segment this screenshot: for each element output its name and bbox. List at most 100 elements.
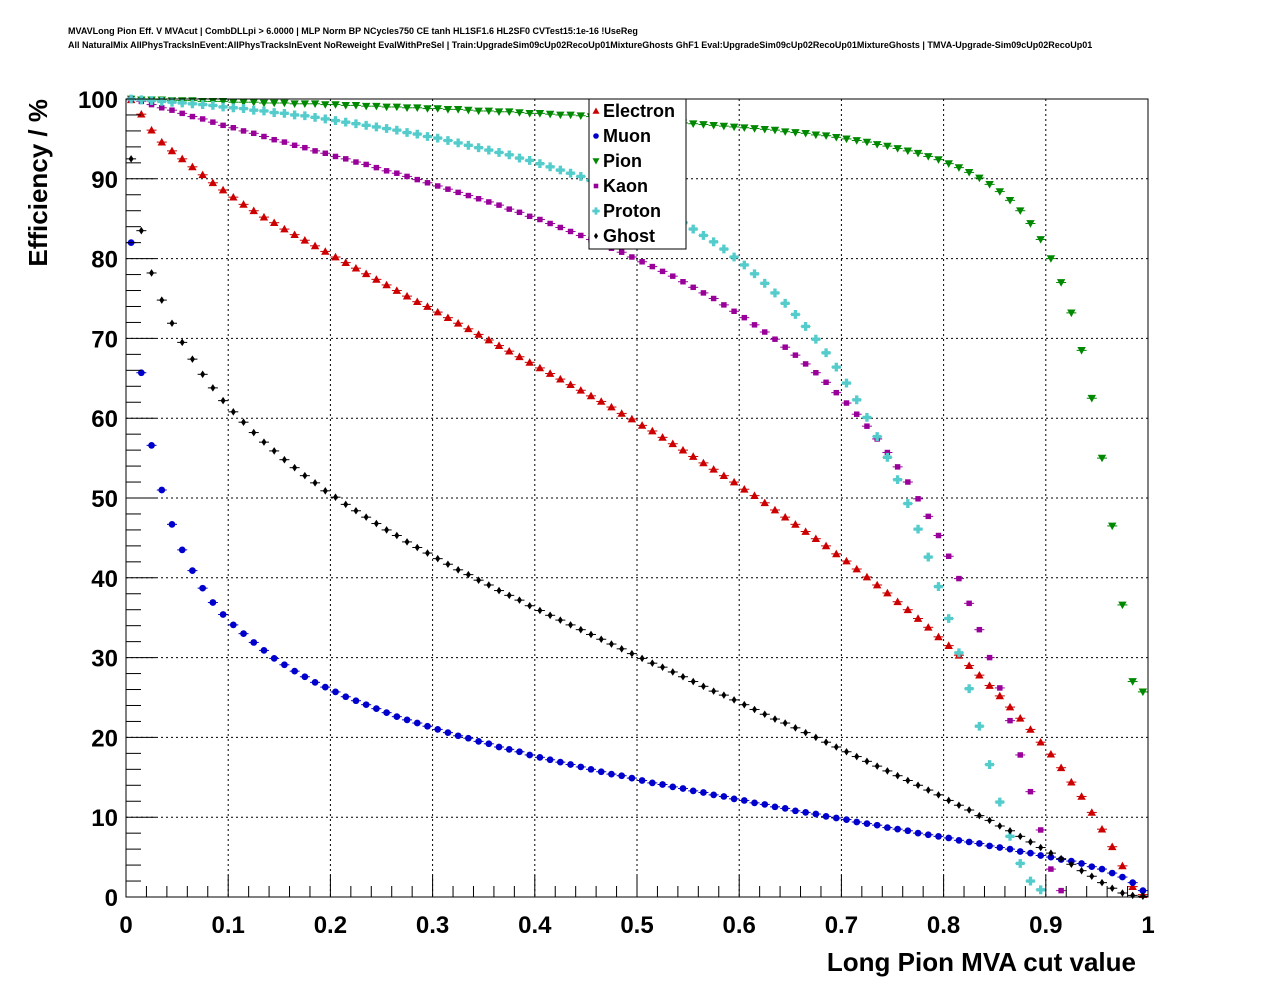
data-point <box>384 526 390 534</box>
data-point <box>832 549 841 558</box>
data-point <box>290 230 299 239</box>
data-point <box>1026 220 1035 228</box>
data-point <box>997 685 1003 691</box>
data-point <box>474 107 483 116</box>
data-point <box>1089 872 1095 881</box>
data-point <box>618 772 626 780</box>
data-point <box>484 145 494 155</box>
data-point <box>463 140 473 150</box>
data-point <box>1007 717 1013 724</box>
data-point <box>138 226 144 235</box>
data-point <box>239 104 248 113</box>
data-point <box>260 647 268 654</box>
data-point <box>985 760 994 769</box>
data-point <box>455 566 461 574</box>
data-point <box>854 752 860 761</box>
data-point <box>710 295 717 302</box>
data-point <box>680 279 686 285</box>
data-point <box>792 807 799 815</box>
data-point <box>903 605 913 614</box>
data-point <box>332 153 339 160</box>
data-point <box>1088 863 1096 871</box>
data-point <box>372 102 381 111</box>
data-point <box>689 452 698 460</box>
data-point <box>525 156 535 165</box>
data-point <box>873 821 881 829</box>
data-point <box>883 142 892 151</box>
data-point <box>189 567 196 574</box>
y-tick-label: 20 <box>91 725 118 752</box>
data-point <box>874 762 880 770</box>
data-point <box>281 455 287 464</box>
data-point <box>251 428 257 437</box>
data-point <box>269 218 279 227</box>
data-point <box>179 110 185 117</box>
data-point <box>455 189 461 196</box>
data-point <box>402 104 412 112</box>
data-point <box>475 196 482 202</box>
data-point <box>924 623 933 631</box>
data-point <box>771 803 779 811</box>
data-point <box>801 129 810 138</box>
data-point <box>527 601 533 610</box>
data-point <box>414 543 420 552</box>
data-point <box>210 384 216 392</box>
data-point <box>424 549 431 557</box>
data-point <box>1016 714 1025 722</box>
data-point <box>741 700 747 709</box>
y-tick-label: 60 <box>91 406 118 433</box>
data-point <box>280 224 289 233</box>
data-point <box>1098 865 1106 873</box>
data-point <box>709 237 719 247</box>
data-point <box>670 668 676 676</box>
data-point <box>1087 394 1096 403</box>
data-point <box>270 655 278 662</box>
data-point <box>690 284 696 291</box>
data-point <box>220 122 226 129</box>
data-point <box>894 825 901 833</box>
data-point <box>811 131 821 140</box>
data-point <box>925 513 931 520</box>
data-point <box>394 170 400 176</box>
data-point <box>945 834 953 842</box>
data-point <box>598 635 604 644</box>
data-point <box>280 108 289 118</box>
data-point <box>854 411 860 417</box>
legend-label-kaon: Kaon <box>603 176 648 196</box>
data-point <box>813 369 819 376</box>
data-point <box>843 400 850 406</box>
data-point <box>1108 869 1116 877</box>
data-point <box>300 111 310 121</box>
data-point <box>1138 688 1148 697</box>
data-point <box>474 143 483 153</box>
data-point <box>852 564 861 573</box>
data-point <box>414 176 420 183</box>
y-tick-label: 30 <box>91 646 118 673</box>
data-point <box>915 496 921 502</box>
data-point <box>353 506 359 515</box>
legend-box <box>588 98 687 250</box>
data-point <box>424 722 431 730</box>
data-point <box>545 369 555 377</box>
data-point <box>987 816 993 825</box>
data-point <box>986 654 993 661</box>
data-point <box>1038 843 1044 852</box>
data-point <box>976 811 982 820</box>
data-point <box>443 106 453 114</box>
data-point <box>821 132 831 140</box>
data-point <box>494 108 504 116</box>
data-point <box>1047 853 1055 861</box>
data-point <box>402 128 412 137</box>
data-point <box>371 122 381 132</box>
data-point <box>956 801 962 810</box>
legend-label-ghost: Ghost <box>603 226 655 246</box>
data-point <box>556 374 565 383</box>
chart-title-line-2: All NaturalMix AllPhysTracksInEvent:AllP… <box>68 40 1093 50</box>
data-point <box>648 426 657 435</box>
data-point <box>576 171 586 181</box>
data-point <box>832 133 841 142</box>
data-point <box>259 212 269 221</box>
data-point <box>168 520 176 528</box>
legend-marker-pion <box>592 158 600 165</box>
